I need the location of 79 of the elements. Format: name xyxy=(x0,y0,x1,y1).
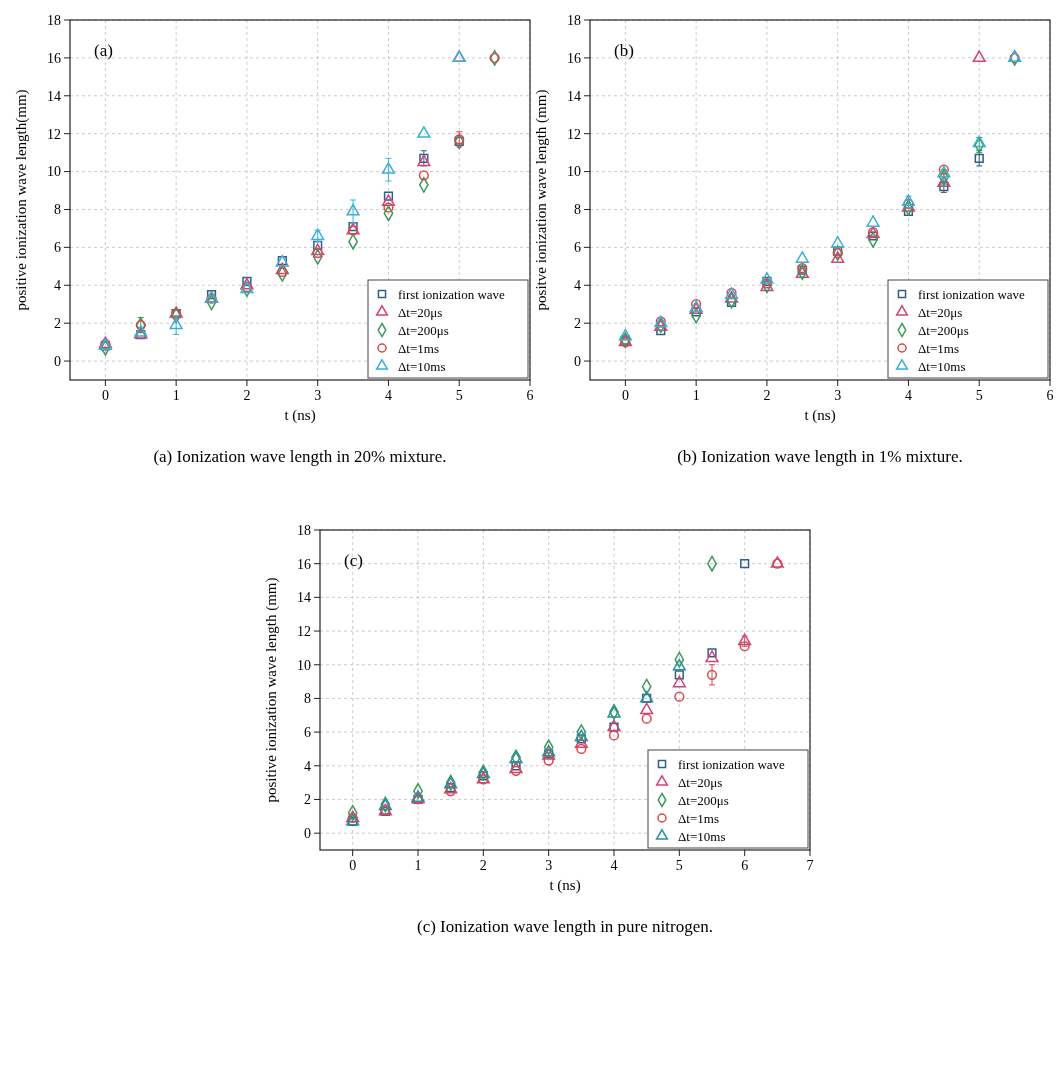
y-tick-label: 16 xyxy=(297,556,311,572)
legend-label: Δt=1ms xyxy=(918,340,959,356)
y-tick-label: 4 xyxy=(54,278,61,294)
legend-label: Δt=200μs xyxy=(398,322,449,338)
y-tick-label: 2 xyxy=(304,792,311,808)
y-axis-title: positive ionization wave length(mm) xyxy=(13,89,30,311)
x-tick-label: 4 xyxy=(610,858,618,873)
y-tick-label: 10 xyxy=(47,164,61,180)
y-tick-label: 12 xyxy=(47,126,61,142)
x-tick-label: 4 xyxy=(904,388,912,403)
y-tick-label: 14 xyxy=(47,88,61,104)
legend-label: Δt=200μs xyxy=(678,792,729,808)
x-tick-label: 2 xyxy=(763,388,771,403)
y-tick-label: 6 xyxy=(54,240,61,256)
y-tick-label: 0 xyxy=(304,826,311,842)
y-tick-label: 14 xyxy=(297,590,311,606)
y-tick-label: 16 xyxy=(567,50,581,66)
annotation: (b) xyxy=(614,41,634,60)
x-tick-label: 5 xyxy=(675,858,683,873)
y-axis-title: positive ionization wave length (mm) xyxy=(263,577,280,803)
y-tick-label: 8 xyxy=(304,691,311,707)
text: (a) Ionization wave length in 20% mixture. xyxy=(153,447,447,466)
y-tick-label: 4 xyxy=(304,758,311,774)
legend-label: Δt=20μs xyxy=(678,774,723,790)
legend-label: Δt=20μs xyxy=(398,304,443,320)
y-tick-label: 2 xyxy=(574,316,581,332)
y-tick-label: 10 xyxy=(297,657,311,673)
y-axis-title: positve ionization wave length (mm) xyxy=(533,89,550,311)
x-tick-label: 3 xyxy=(314,388,322,403)
y-tick-label: 4 xyxy=(574,278,581,294)
x-tick-label: 2 xyxy=(243,388,251,403)
y-tick-label: 18 xyxy=(47,12,61,28)
annotation: (c) xyxy=(344,551,363,570)
x-tick-label: 1 xyxy=(692,388,700,403)
legend-label: Δt=10ms xyxy=(678,828,726,844)
x-tick-label: 1 xyxy=(414,858,422,873)
text: (b) Ionization wave length in 1% mixture. xyxy=(677,447,963,466)
x-tick-label: 3 xyxy=(545,858,553,873)
legend-label: first ionization wave xyxy=(918,286,1026,302)
y-tick-label: 18 xyxy=(297,522,311,538)
x-tick-label: 3 xyxy=(834,388,842,403)
y-tick-label: 18 xyxy=(567,12,581,28)
legend-label: Δt=10ms xyxy=(398,358,446,374)
y-tick-label: 10 xyxy=(567,164,581,180)
legend-label: Δt=1ms xyxy=(398,340,439,356)
x-tick-label: 5 xyxy=(455,388,463,403)
legend-label: Δt=10ms xyxy=(918,358,966,374)
x-axis-title: t (ns) xyxy=(804,407,836,424)
y-tick-label: 6 xyxy=(304,725,311,741)
legend-label: first ionization wave xyxy=(678,756,786,772)
y-tick-label: 0 xyxy=(54,353,61,369)
legend-label: Δt=20μs xyxy=(918,304,963,320)
x-tick-label: 0 xyxy=(349,858,357,873)
annotation: (a) xyxy=(94,41,113,60)
x-tick-label: 6 xyxy=(741,858,749,873)
x-tick-label: 0 xyxy=(621,388,629,403)
legend-label: Δt=1ms xyxy=(678,810,719,826)
y-tick-label: 16 xyxy=(47,50,61,66)
x-tick-label: 7 xyxy=(806,858,814,873)
x-tick-label: 6 xyxy=(526,388,534,403)
text: (c) Ionization wave length in pure nitrogen. xyxy=(417,917,713,936)
y-tick-label: 8 xyxy=(54,202,61,218)
legend-label: Δt=200μs xyxy=(918,322,969,338)
y-tick-label: 0 xyxy=(574,353,581,369)
x-tick-label: 1 xyxy=(172,388,180,403)
y-tick-label: 12 xyxy=(567,126,581,142)
legend-label: first ionization wave xyxy=(398,286,506,302)
y-tick-label: 8 xyxy=(574,202,581,218)
y-tick-label: 14 xyxy=(567,88,581,104)
x-tick-label: 6 xyxy=(1046,388,1054,403)
x-tick-label: 0 xyxy=(101,388,109,403)
y-tick-label: 2 xyxy=(54,316,61,332)
y-tick-label: 6 xyxy=(574,240,581,256)
x-axis-title: t (ns) xyxy=(284,407,316,424)
x-tick-label: 5 xyxy=(975,388,983,403)
x-axis-title: t (ns) xyxy=(549,877,581,894)
y-tick-label: 12 xyxy=(297,623,311,639)
x-tick-label: 4 xyxy=(384,388,392,403)
x-tick-label: 2 xyxy=(479,858,487,873)
